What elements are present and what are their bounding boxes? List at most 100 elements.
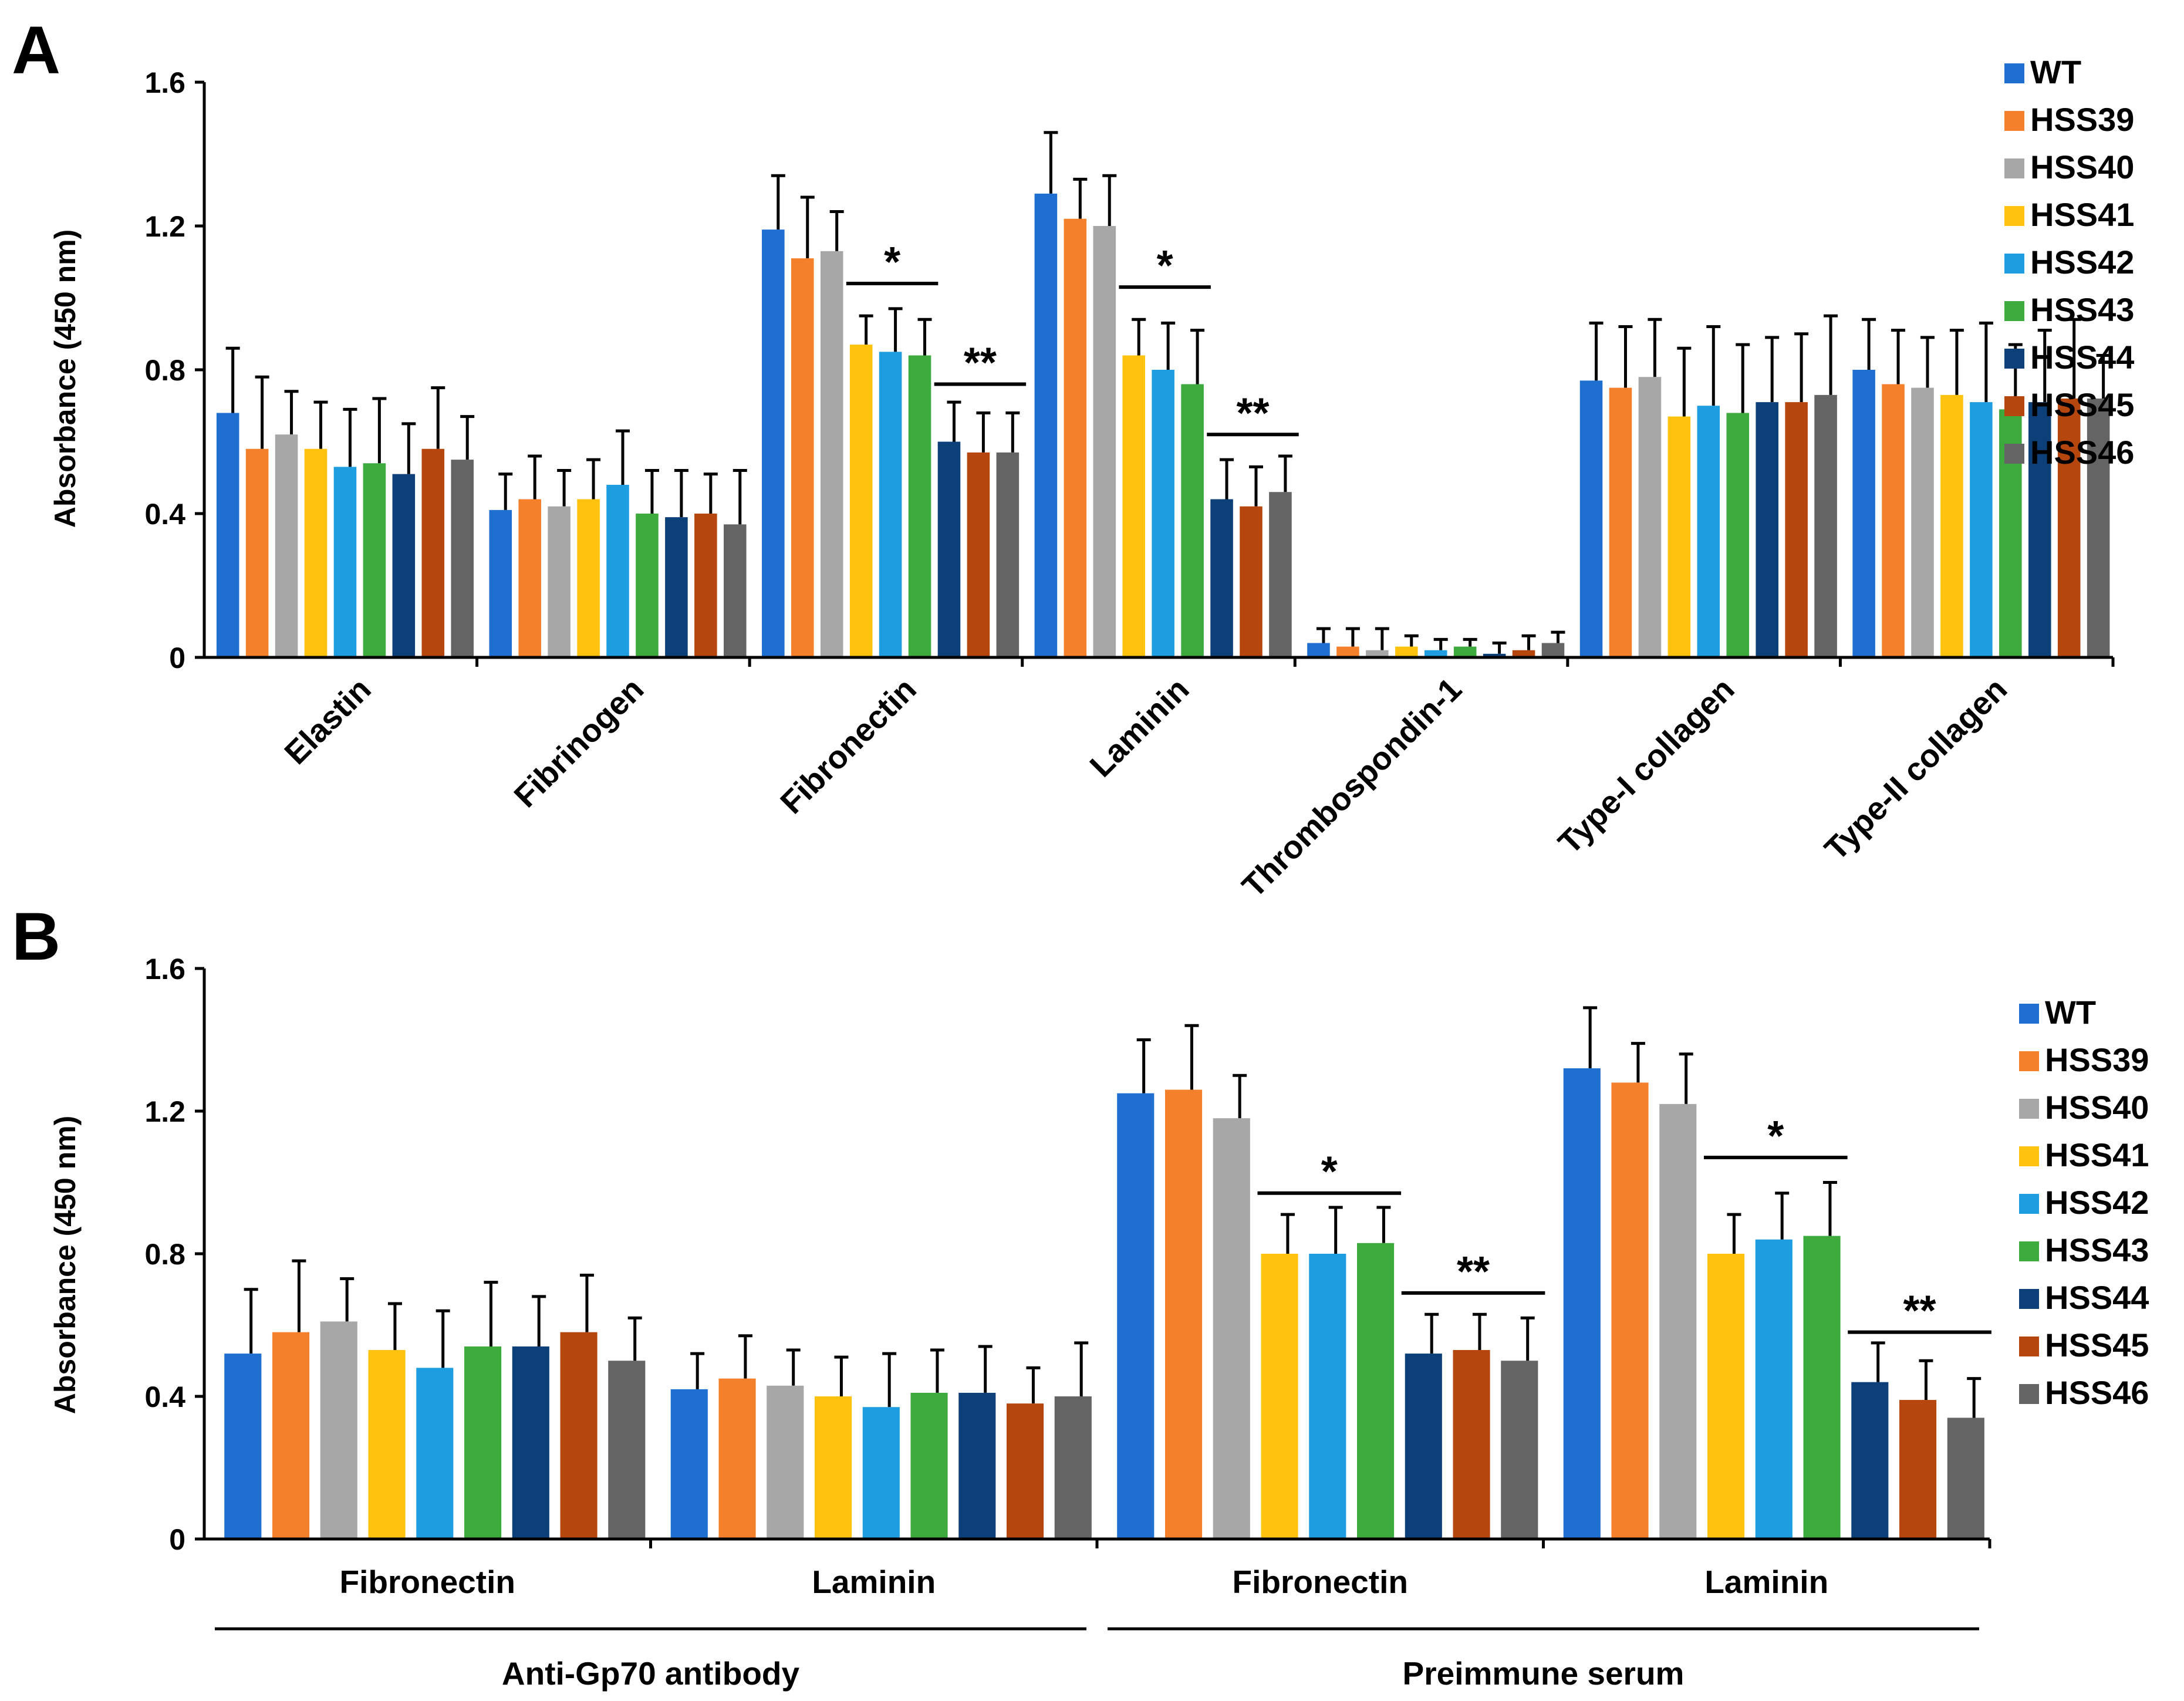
panel-a-bar-hss45 (694, 514, 717, 657)
panel-b-bar-hss43 (1356, 1243, 1395, 1539)
panel-b-category-label: Laminin (812, 1564, 936, 1600)
panel-a-category-label: Type-I collagen (1551, 671, 1741, 861)
panel-b-y-tick-label: 0 (169, 1523, 185, 1556)
panel-b-legend-swatch (2019, 1384, 2039, 1404)
panel-a-legend-swatch (2004, 63, 2024, 83)
panel-a-legend-label: HSS45 (2030, 386, 2134, 423)
panel-b-legend-swatch (2019, 1241, 2039, 1261)
panel-a-y-tick-label: 0.8 (144, 354, 185, 387)
panel-a-bar-wt (1034, 193, 1058, 657)
panel-a-bar-hss43 (1181, 384, 1204, 657)
panel-a-bar-hss46 (1814, 394, 1837, 657)
panel-a-bar-hss42 (1970, 402, 1993, 657)
panel-a-legend-swatch (2004, 349, 2024, 369)
panel-a-category-label: Type-II collagen (1817, 671, 2014, 868)
panel-b-label: B (12, 899, 60, 974)
panel-a-legend-label: WT (2030, 53, 2081, 90)
panel-a-bar-hss45 (421, 448, 445, 657)
panel-a-legend-swatch (2004, 444, 2024, 464)
panel-b-bar-hss45 (1899, 1400, 1937, 1539)
panel-b-bar-hss43 (464, 1346, 502, 1539)
panel-b-legend-swatch (2019, 1194, 2039, 1214)
panel-a-bar-hss43 (1453, 646, 1477, 657)
panel-b-bar-hss42 (862, 1407, 900, 1539)
panel-a-bar-hss45 (1240, 506, 1263, 657)
panel-b-bar-hss40 (767, 1385, 804, 1539)
panel-a-y-tick-label: 1.2 (144, 210, 185, 243)
panel-a-bar-hss40 (820, 251, 843, 657)
panel-a-bar-hss41 (1122, 355, 1146, 657)
panel-a-bar-hss40 (1366, 650, 1389, 657)
panel-b-legend-label: WT (2045, 994, 2096, 1031)
panel-a-bar-hss42 (333, 467, 357, 657)
panel-b-bar-hss39 (1164, 1089, 1203, 1539)
panel-b-bar-hss46 (1501, 1361, 1538, 1539)
panel-a-bar-hss42 (606, 485, 629, 657)
panel-b-bar-hss44 (958, 1392, 996, 1539)
panel-b-bar-hss41 (814, 1396, 852, 1539)
panel-b-y-tick-label: 1.2 (144, 1095, 185, 1128)
panel-a-y-tick-label: 0 (169, 642, 185, 674)
panel-a-bar-hss44 (1210, 499, 1233, 657)
panel-a-bar-hss42 (1697, 406, 1720, 657)
panel-b-group-label: Preimmune serum (1403, 1655, 1685, 1692)
panel-a-bar-hss39 (1609, 387, 1632, 657)
panel-a-legend-label: HSS42 (2030, 244, 2134, 281)
panel-a-bar-hss41 (1667, 416, 1691, 657)
panel-a-bar-hss44 (937, 441, 961, 657)
panel-b-bar-hss39 (1611, 1082, 1649, 1539)
panel-a-bar-hss40 (1638, 377, 1662, 657)
panel-a-bar-hss39 (1064, 218, 1087, 657)
panel-b-bar-hss39 (718, 1378, 756, 1539)
panel-a-bar-wt (1579, 380, 1603, 657)
panel-a-bar-hss41 (1395, 646, 1418, 657)
panel-a-bar-hss41 (1940, 394, 1963, 657)
panel-b-category-label: Laminin (1704, 1564, 1828, 1600)
panel-a-significance-mark: ** (964, 340, 997, 387)
panel-a-bar-wt (216, 413, 239, 657)
panel-b-legend-label: HSS44 (2045, 1279, 2149, 1316)
panel-a-bar-hss40 (275, 434, 298, 657)
panel-a-label: A (12, 13, 60, 88)
panel-b-category-label: Fibronectin (1233, 1564, 1408, 1600)
panel-a-bar-wt (762, 230, 785, 657)
panel-a-legend-label: HSS44 (2030, 339, 2134, 376)
panel-a-legend-label: HSS46 (2030, 434, 2134, 471)
panel-a-legend-swatch (2004, 206, 2024, 226)
panel-a-bar-wt (1307, 643, 1330, 657)
panel-b-bar-hss41 (1261, 1254, 1298, 1539)
panel-b-group-label: Anti-Gp70 antibody (502, 1655, 800, 1692)
panel-b-significance-mark: * (1321, 1149, 1338, 1196)
panel-b-legend-label: HSS43 (2045, 1231, 2149, 1268)
panel-b-bar-wt (224, 1354, 262, 1539)
panel-a-bar-hss44 (665, 517, 688, 657)
panel-a-bar-hss43 (908, 355, 931, 657)
panel-b-bar-wt (670, 1389, 708, 1539)
panel-b-bar-hss40 (1213, 1118, 1250, 1539)
panel-a-y-tick-label: 0.4 (144, 498, 185, 531)
panel-a-bar-hss46 (996, 452, 1020, 657)
panel-b-bar-hss42 (416, 1368, 454, 1539)
panel-b-legend-label: HSS45 (2045, 1327, 2149, 1364)
panel-b-bar-hss39 (272, 1332, 310, 1539)
panel-b-legend-swatch (2019, 1004, 2039, 1024)
panel-a-y-axis-title: Absorbance (450 nm) (49, 230, 82, 528)
panel-a-category-label: Laminin (1083, 671, 1196, 784)
panel-b-legend-label: HSS41 (2045, 1136, 2149, 1173)
panel-a-legend-swatch (2004, 301, 2024, 321)
panel-a-bar-hss39 (1336, 646, 1359, 657)
panel-b-bar-hss46 (1054, 1396, 1092, 1539)
panel-b-bar-hss41 (368, 1350, 406, 1539)
panel-b-bar-wt (1117, 1093, 1155, 1539)
panel-b-y-tick-label: 0.4 (144, 1381, 185, 1413)
panel-b-bar-hss45 (560, 1332, 598, 1539)
panel-b-bar-hss40 (320, 1321, 357, 1539)
panel-b-significance-mark: ** (1457, 1248, 1490, 1295)
panel-a-legend-swatch (2004, 158, 2024, 178)
panel-b-legend-label: HSS40 (2045, 1089, 2149, 1126)
panel-a-bar-hss44 (392, 474, 416, 657)
panel-a-bar-hss44 (1483, 653, 1506, 657)
panel-a-bar-hss39 (245, 448, 269, 657)
panel-a-legend-swatch (2004, 111, 2024, 131)
